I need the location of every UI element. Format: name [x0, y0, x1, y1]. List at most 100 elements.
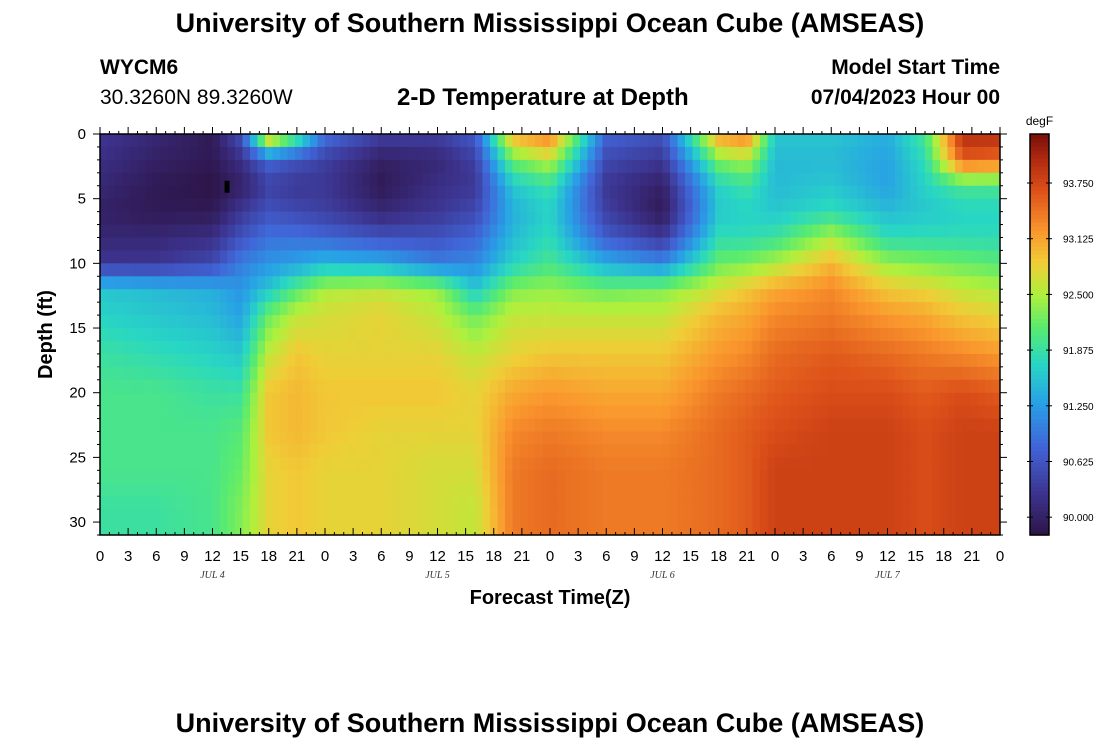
heatmap-cell [910, 237, 919, 252]
heatmap-cell [587, 146, 596, 161]
heatmap-cell [730, 444, 739, 458]
day-label: JUL 6 [650, 570, 675, 581]
heatmap-cell [902, 172, 911, 187]
heatmap-cell [482, 224, 491, 239]
heatmap-cell [550, 418, 559, 433]
heatmap-cell [152, 172, 161, 187]
heatmap-cell [655, 496, 664, 510]
heatmap-cell [902, 496, 911, 510]
heatmap-cell [692, 302, 701, 316]
heatmap-cell [745, 392, 754, 407]
heatmap-cell [557, 509, 566, 523]
heatmap-cell [587, 211, 596, 226]
heatmap-cell [310, 159, 319, 174]
heatmap-cell [677, 392, 686, 407]
colorbar-segment [1030, 526, 1049, 532]
heatmap-cell [272, 276, 281, 290]
heatmap-cell [295, 211, 304, 226]
heatmap-cell [310, 276, 319, 290]
heatmap-cell [730, 134, 739, 148]
heatmap-cell [902, 276, 911, 290]
heatmap-cell [130, 198, 139, 213]
heatmap-cell [437, 159, 446, 174]
heatmap-cell [520, 172, 529, 187]
heatmap-cell [790, 509, 799, 523]
heatmap-cell [910, 172, 919, 187]
heatmap-cell [917, 250, 926, 264]
heatmap-cell [917, 224, 926, 239]
heatmap-cell [107, 431, 116, 446]
heatmap-cell [595, 483, 604, 497]
heatmap-cell [902, 328, 911, 342]
heatmap-cell [137, 198, 146, 213]
heatmap-cell [565, 159, 574, 174]
heatmap-cell [587, 185, 596, 200]
heatmap-cell [775, 198, 784, 213]
heatmap-cell [190, 237, 199, 252]
heatmap-cell [197, 237, 206, 252]
heatmap-cell [685, 496, 694, 510]
heatmap-cell [122, 211, 131, 226]
heatmap-cell [947, 353, 956, 368]
heatmap-cell [910, 302, 919, 316]
heatmap-cell [272, 263, 281, 277]
heatmap-cell [302, 483, 311, 497]
heatmap-cell [205, 379, 214, 394]
heatmap-cell [265, 276, 274, 290]
heatmap-cell [145, 159, 154, 174]
heatmap-cell [887, 418, 896, 433]
heatmap-cell [610, 159, 619, 174]
heatmap-cell [587, 509, 596, 523]
heatmap-cell [745, 496, 754, 510]
heatmap-cell [790, 302, 799, 316]
heatmap-cell [235, 263, 244, 277]
heatmap-cell [767, 496, 776, 510]
heatmap-cell [550, 470, 559, 484]
heatmap-cell [332, 392, 341, 407]
heatmap-cell [955, 405, 964, 420]
x-tick-label: 0 [96, 548, 104, 565]
heatmap-cell [760, 328, 769, 342]
heatmap-cell [722, 263, 731, 277]
heatmap-cell [400, 237, 409, 252]
heatmap-cell [497, 134, 506, 148]
heatmap-cell [767, 470, 776, 484]
heatmap-cell [970, 340, 979, 355]
heatmap-cell [587, 302, 596, 316]
heatmap-cell [377, 509, 386, 523]
heatmap-cell [887, 263, 896, 277]
heatmap-cell [100, 302, 109, 316]
heatmap-cell [677, 289, 686, 303]
heatmap-cell [122, 185, 131, 200]
heatmap-cell [145, 328, 154, 342]
heatmap-cell [160, 198, 169, 213]
heatmap-cell [977, 392, 986, 407]
heatmap-cell [640, 328, 649, 342]
heatmap-cell [542, 379, 551, 394]
heatmap-cell [227, 496, 236, 510]
heatmap-cell [955, 353, 964, 368]
heatmap-cell [152, 392, 161, 407]
heatmap-cell [730, 405, 739, 420]
heatmap-cell [287, 198, 296, 213]
heatmap-cell [542, 353, 551, 368]
heatmap-cell [512, 315, 521, 329]
heatmap-cell [580, 198, 589, 213]
heatmap-cell [647, 405, 656, 420]
heatmap-cell [947, 522, 956, 535]
heatmap-cell [580, 340, 589, 355]
heatmap-cell [400, 470, 409, 484]
heatmap-cell [700, 146, 709, 161]
heatmap-cell [805, 431, 814, 446]
heatmap-cell [497, 211, 506, 226]
heatmap-cell [827, 457, 836, 471]
heatmap-cell [220, 418, 229, 433]
colorbar-segment [1030, 478, 1049, 484]
heatmap-cell [467, 328, 476, 342]
heatmap-cell [580, 522, 589, 535]
heatmap-cell [407, 405, 416, 420]
heatmap-cell [752, 328, 761, 342]
heatmap-cell [272, 172, 281, 187]
heatmap-cell [917, 353, 926, 368]
heatmap-cell [347, 146, 356, 161]
